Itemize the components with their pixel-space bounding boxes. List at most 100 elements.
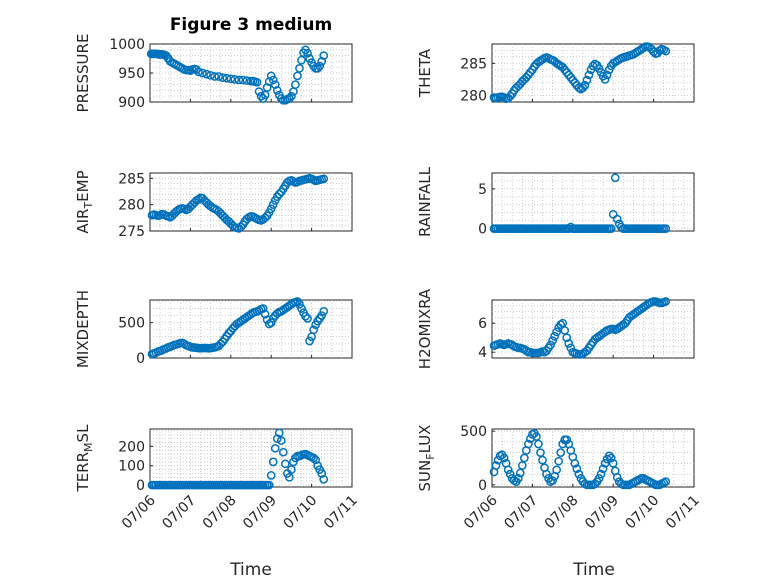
data-point <box>274 189 284 199</box>
data-point <box>214 72 224 81</box>
data-point <box>598 464 608 474</box>
data-point <box>317 57 327 66</box>
data-point <box>319 306 329 316</box>
data-point <box>317 469 327 478</box>
subplot-theta: 280 285 THETA <box>416 42 695 105</box>
data-point <box>262 83 272 92</box>
y-axis-label: PRESSURE <box>74 34 92 113</box>
data-point <box>606 224 616 233</box>
y-tick-label: 500 <box>118 316 145 332</box>
subplot-pressure: 900 950 1000 PRESSURE <box>74 34 353 113</box>
data-point <box>266 71 276 81</box>
data-point <box>311 455 320 465</box>
data-point <box>266 318 276 327</box>
data-point <box>315 61 325 71</box>
data-point <box>524 439 533 449</box>
data-point <box>546 340 555 350</box>
y-axis-label: MIXDEPTH <box>74 290 92 368</box>
data-point <box>590 479 600 489</box>
y-tick-label: 900 <box>118 95 145 111</box>
data-point <box>278 447 288 457</box>
data-point <box>536 448 545 457</box>
data-point <box>293 71 302 81</box>
data-point <box>260 90 270 100</box>
data-point <box>210 72 219 81</box>
data-point <box>556 320 566 329</box>
data-point <box>194 67 203 77</box>
y-tick-label: 0 <box>478 478 487 494</box>
data-point <box>287 91 296 101</box>
data-point <box>272 434 282 444</box>
data-point <box>305 54 314 63</box>
data-point <box>270 443 280 453</box>
x-axis-label-right: Time <box>572 560 615 580</box>
y-tick-label: 5 <box>478 182 487 198</box>
data-point <box>268 200 278 209</box>
y-axis-label: AIRTEMP <box>74 170 95 233</box>
data-point <box>604 451 614 461</box>
data-point <box>276 436 286 445</box>
data-point <box>661 297 671 306</box>
y-tick-label: 100 <box>118 459 145 475</box>
data-point <box>519 453 529 463</box>
data-point <box>566 222 576 232</box>
data-point <box>297 55 306 65</box>
data-point <box>309 453 318 463</box>
data-point <box>572 464 582 474</box>
data-point <box>596 469 606 479</box>
data-point <box>272 86 282 95</box>
data-point <box>222 73 232 83</box>
data-point <box>612 472 622 482</box>
subplot-h2omixra: 4 6 H2OMIXRA <box>416 288 695 369</box>
data-point <box>230 75 240 84</box>
data-point <box>305 336 314 346</box>
data-point <box>264 480 274 490</box>
data-point <box>291 80 300 89</box>
y-tick-label: 0 <box>136 351 145 367</box>
y-tick-label: 280 <box>460 89 487 105</box>
data-point <box>499 453 509 463</box>
data-point <box>550 331 559 341</box>
data-point <box>268 457 278 467</box>
data-point <box>594 474 604 483</box>
subplot-mixdepth: 0 500 MIXDEPTH <box>74 290 353 368</box>
data-point <box>319 474 329 484</box>
data-point <box>236 222 246 232</box>
data-point <box>570 459 580 468</box>
y-tick-label: 6 <box>478 316 487 332</box>
y-tick-label: 1000 <box>109 37 145 53</box>
y-tick-label: 280 <box>118 198 145 214</box>
plot-area <box>491 172 695 232</box>
data-point <box>515 468 525 478</box>
data-point <box>562 333 572 343</box>
data-point <box>556 448 566 457</box>
data-point <box>260 309 270 319</box>
data-point <box>552 465 561 475</box>
data-point <box>538 455 547 465</box>
data-point <box>301 311 310 321</box>
data-point <box>649 47 658 57</box>
data-point <box>661 477 671 486</box>
data-point <box>256 91 266 101</box>
y-tick-label: 200 <box>118 439 145 455</box>
y-axis-label: THETA <box>416 48 434 98</box>
data-point <box>564 339 574 348</box>
data-point <box>505 469 515 479</box>
data-point <box>552 327 561 337</box>
data-point <box>584 70 594 80</box>
data-point <box>600 75 610 84</box>
data-point <box>287 465 296 474</box>
data-point <box>317 311 327 320</box>
y-tick-label: 285 <box>118 171 145 187</box>
data-point <box>542 469 551 479</box>
data-point <box>313 64 323 73</box>
x-axis-label-left: Time <box>229 560 272 580</box>
data-point <box>574 469 584 479</box>
y-tick-label: 500 <box>460 424 487 440</box>
data-point <box>252 77 262 87</box>
data-point <box>562 435 572 445</box>
data-point <box>534 439 543 449</box>
data-point <box>582 75 592 85</box>
